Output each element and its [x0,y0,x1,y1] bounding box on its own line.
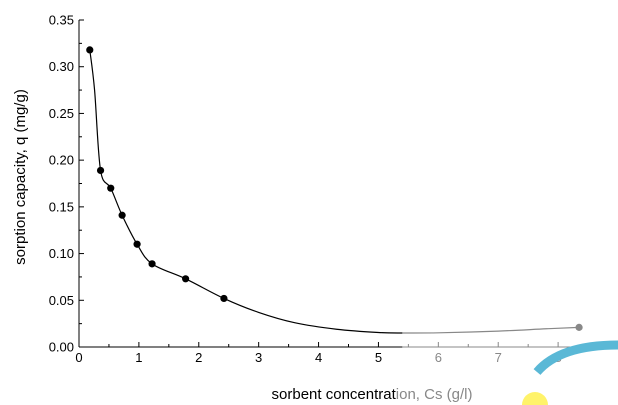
fit-curve-solid [89,49,403,334]
data-point [220,294,228,303]
fit-curve [89,49,580,334]
fit-curve-faded [402,326,580,334]
y-tick-label: 0.05 [49,293,74,308]
data-point [148,260,156,268]
x-tick-label: 7 [495,350,502,365]
overlay-arc [533,340,618,376]
x-tick-label: 0 [75,350,82,365]
x-axis-label-group: sorbent concentration, Cs (g/l) [272,386,473,403]
y-axis-label: sorption capacity, q (mg/g) [12,89,29,265]
y-tick-label: 0.00 [49,340,74,355]
data-point [107,184,115,192]
overlay-back [522,392,548,405]
y-tick-label: 0.35 [49,13,74,28]
x-tick-label: 3 [255,350,262,365]
data-point [182,275,190,283]
y-tick-label: 0.30 [49,59,74,74]
axes [78,20,618,348]
data-point [118,211,126,219]
data-point [133,240,141,248]
x-tick-label: 2 [195,350,202,365]
data-point [86,46,94,54]
data-points [86,46,583,331]
x-tick-label: 5 [375,350,382,365]
highlight-mark [522,392,548,405]
x-tick-label: 6 [435,350,442,365]
ticks: 0.00 0.05 0.10 0.15 0.20 0.25 0.30 0.35 0 1 2 3 4 5 6 7… [49,13,589,365]
y-tick-label: 0.20 [49,153,74,168]
x-tick-label: 1 [135,350,142,365]
y-tick-label: 0.25 [49,106,74,121]
x-tick-label: 4 [315,350,322,365]
y-tick-label: 0.10 [49,246,74,261]
data-point [575,323,583,331]
overlay-front [533,340,618,376]
data-point [96,166,105,175]
x-axis-label: sorbent concentration, Cs (g/l) [272,386,473,403]
y-tick-label: 0.15 [49,199,74,214]
